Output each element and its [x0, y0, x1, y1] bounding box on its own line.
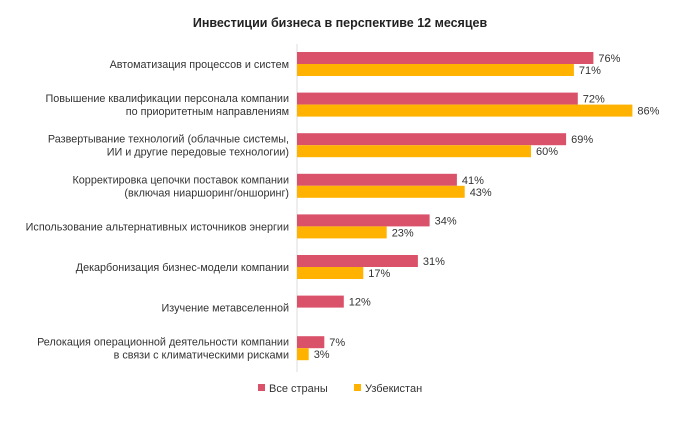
bar-all-countries	[297, 336, 325, 349]
legend-label: Узбекистан	[365, 383, 422, 395]
legend: Все страны Узбекистан	[258, 383, 422, 395]
data-label: 23%	[392, 227, 414, 239]
legend-swatch	[258, 384, 265, 391]
category-label: Релокация операционной деятельности комп…	[37, 337, 289, 349]
bar-all-countries	[297, 173, 457, 186]
data-label: 3%	[314, 349, 330, 361]
data-label: 41%	[462, 175, 484, 187]
data-label: 60%	[536, 146, 558, 158]
bar-uzbekistan	[297, 64, 574, 76]
category-label: по приоритетным направлениям	[126, 106, 289, 118]
category-label: ИИ и другие передовые технологии)	[107, 147, 289, 159]
data-label: 71%	[579, 65, 601, 77]
category-label: Корректировка цепочки поставок компании	[73, 174, 289, 186]
category-label: Использование альтернативных источников …	[26, 221, 289, 233]
data-label: 72%	[583, 94, 605, 106]
data-label: 7%	[329, 337, 345, 349]
data-label: 86%	[637, 106, 659, 118]
bar-all-countries	[297, 133, 567, 146]
data-label: 34%	[435, 215, 457, 227]
bar-uzbekistan	[297, 145, 531, 158]
bar-uzbekistan	[297, 104, 633, 117]
legend-label: Все страны	[269, 383, 328, 395]
bar-uzbekistan	[297, 226, 387, 239]
category-label: Автоматизация процессов и систем	[110, 59, 289, 71]
bar-all-countries	[297, 295, 344, 308]
category-label: Изучение метавселенной	[162, 303, 289, 315]
bar-all-countries	[297, 255, 418, 267]
category-label: (включая ниаршоринг/оншоринг)	[124, 187, 289, 199]
data-label: 76%	[598, 53, 620, 65]
chart-title: Инвестиции бизнеса в перспективе 12 меся…	[193, 16, 488, 30]
category-label: Развертывание технологий (облачные систе…	[48, 134, 289, 146]
data-label: 43%	[470, 187, 492, 199]
category-label: в связи с климатическими рисками	[114, 350, 289, 362]
bar-uzbekistan	[297, 185, 465, 198]
bar-all-countries	[297, 52, 594, 64]
data-label: 17%	[368, 268, 390, 280]
bar-uzbekistan	[297, 348, 309, 361]
category-label: Декарбонизация бизнес-модели компании	[76, 262, 289, 274]
category-label: Повышение квалификации персонала компани…	[45, 93, 289, 105]
data-label: 12%	[349, 297, 371, 309]
data-label: 31%	[423, 256, 445, 268]
bar-all-countries	[297, 92, 578, 105]
legend-swatch	[354, 384, 361, 391]
bar-uzbekistan	[297, 267, 364, 279]
bar-all-countries	[297, 214, 430, 227]
data-label: 69%	[571, 134, 593, 146]
